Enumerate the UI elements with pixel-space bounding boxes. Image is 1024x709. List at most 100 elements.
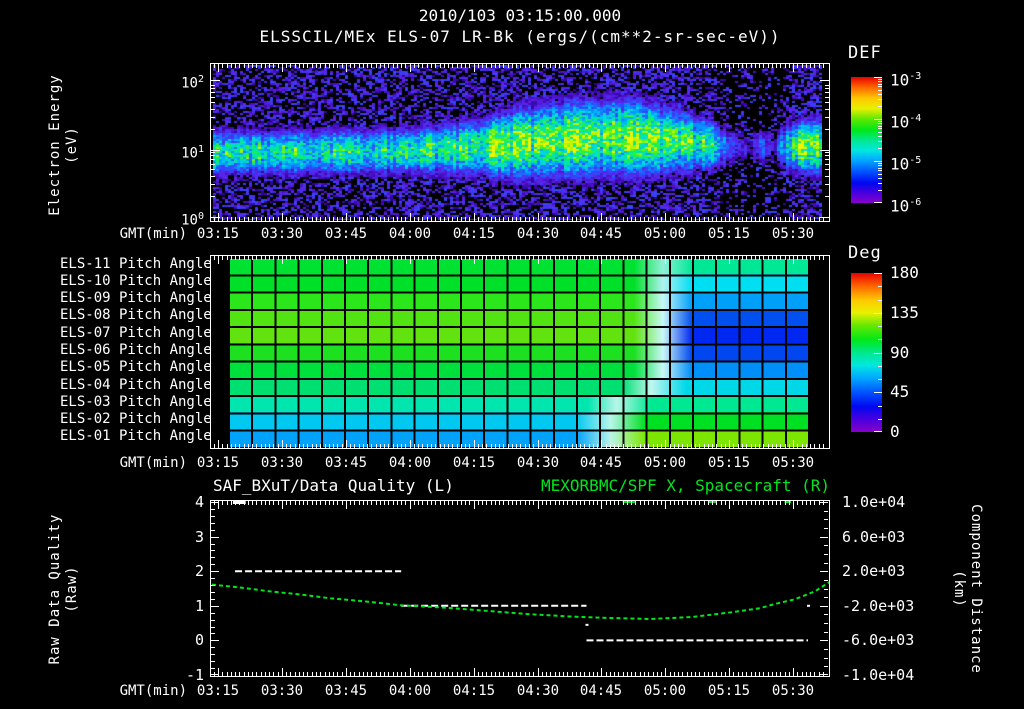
tick <box>576 64 577 68</box>
tick <box>371 217 372 221</box>
tick <box>533 444 534 448</box>
tick <box>367 256 368 260</box>
tick <box>878 178 882 179</box>
tick <box>576 444 577 448</box>
tick <box>819 444 820 448</box>
tick <box>435 64 436 68</box>
tick <box>597 501 598 505</box>
tick <box>550 444 551 448</box>
tick <box>610 672 611 676</box>
tick <box>618 217 619 221</box>
tick <box>329 64 330 68</box>
tick <box>440 501 441 505</box>
tick <box>695 217 696 221</box>
time-tick-label: 04:45 <box>579 226 623 242</box>
tick <box>751 672 752 676</box>
tick <box>785 256 786 260</box>
tick <box>780 64 781 68</box>
tick <box>482 672 483 676</box>
tick <box>721 672 722 676</box>
pitch-angle-panel <box>210 255 830 449</box>
tick <box>380 444 381 448</box>
time-tick-label: 04:15 <box>452 455 496 471</box>
tick <box>772 672 773 676</box>
tick <box>211 523 215 524</box>
tick <box>648 501 649 505</box>
tick <box>780 444 781 448</box>
tick <box>211 661 215 662</box>
tick <box>211 585 215 586</box>
tick <box>231 501 232 505</box>
time-tick-label: 05:00 <box>643 226 687 242</box>
tick <box>825 155 829 156</box>
tick <box>627 501 628 505</box>
time-tick-label: 04:15 <box>452 226 496 242</box>
tick <box>227 501 228 505</box>
tick <box>376 217 377 221</box>
tick <box>214 444 215 448</box>
tick <box>520 64 521 68</box>
tick <box>401 672 402 676</box>
tick <box>729 501 730 509</box>
tick <box>312 256 313 260</box>
tick <box>486 256 487 260</box>
tick <box>665 256 666 264</box>
tick <box>559 256 560 260</box>
tick <box>354 217 355 221</box>
tick <box>576 501 577 505</box>
tick <box>546 217 547 221</box>
tick <box>529 217 530 221</box>
tick <box>623 501 624 505</box>
tick <box>665 501 666 509</box>
tick <box>729 440 730 448</box>
tick <box>878 141 882 142</box>
tick <box>576 217 577 221</box>
tick <box>239 64 240 68</box>
tick <box>397 672 398 676</box>
tick <box>687 501 688 505</box>
tick <box>695 256 696 260</box>
tick <box>563 64 564 68</box>
tick <box>644 217 645 221</box>
tick <box>606 256 607 260</box>
tick <box>418 672 419 676</box>
tick <box>312 444 313 448</box>
tick <box>661 444 662 448</box>
tick <box>563 501 564 505</box>
tick <box>631 501 632 505</box>
tick <box>508 256 509 260</box>
tick <box>820 640 828 641</box>
tick <box>478 444 479 448</box>
tick <box>231 444 232 448</box>
tick <box>303 672 304 676</box>
tick <box>738 444 739 448</box>
tick <box>325 64 326 68</box>
tick <box>584 217 585 221</box>
tick <box>763 64 764 68</box>
tick <box>239 256 240 260</box>
tick <box>708 501 709 505</box>
tick <box>465 444 466 448</box>
tick <box>593 256 594 260</box>
tick <box>824 666 828 667</box>
tick <box>823 256 824 260</box>
tick <box>359 444 360 448</box>
tick <box>814 64 815 68</box>
tick <box>825 117 829 118</box>
axis-label: 10-5 <box>890 154 922 174</box>
tick <box>273 672 274 676</box>
axis-label: 1.0e+04 <box>842 493 906 511</box>
tick <box>222 256 223 260</box>
tick <box>793 668 794 676</box>
tick <box>211 606 219 607</box>
tick <box>312 501 313 505</box>
tick <box>878 168 882 169</box>
tick <box>627 672 628 676</box>
tick <box>567 217 568 221</box>
tick <box>342 672 343 676</box>
tick <box>755 256 756 260</box>
tick <box>682 217 683 221</box>
tick <box>874 313 882 314</box>
tick <box>422 64 423 68</box>
tick <box>256 672 257 676</box>
